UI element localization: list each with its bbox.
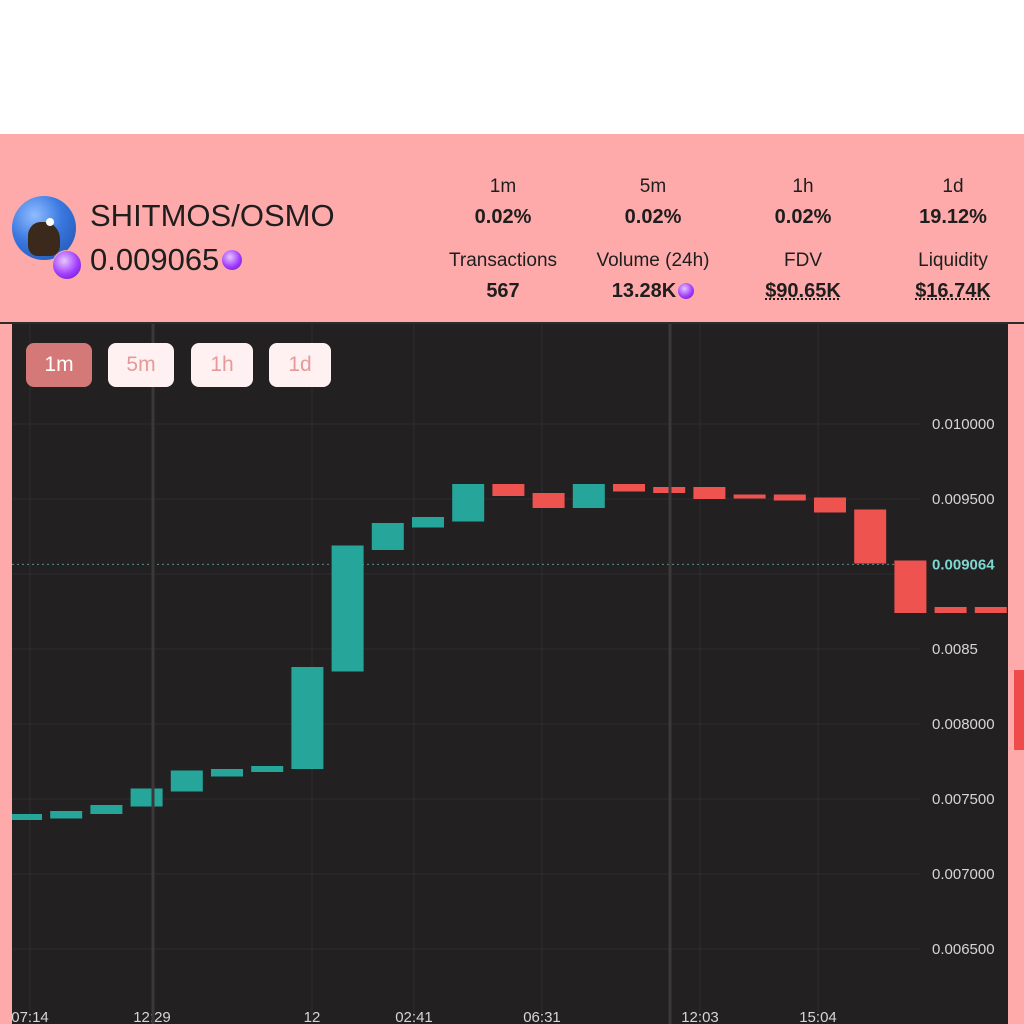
candle <box>894 560 927 613</box>
stat-value: 19.12% <box>919 206 987 228</box>
candle <box>90 805 123 814</box>
stat-fdv: FDV $90.65K <box>728 250 878 303</box>
stat-label: FDV <box>784 250 822 271</box>
candle <box>773 494 806 501</box>
price-chart[interactable]: 0.010000 0.009500 0.009064 0.0085 0.008000 0.… <box>12 324 1008 1024</box>
x-tick-label: 12:03 <box>681 1009 719 1024</box>
stat-label: 5m <box>639 176 667 197</box>
chart-panel[interactable] <box>12 324 1008 1024</box>
stat-5m: 5m 0.02% <box>578 176 728 229</box>
x-tick-label: 02:41 <box>395 1009 433 1024</box>
stat-label: 1m <box>489 176 517 197</box>
candle <box>170 770 203 792</box>
x-tick-label: 12 <box>304 1009 321 1024</box>
pair-price: 0.009065 <box>90 242 220 277</box>
avatar-figure <box>28 222 60 256</box>
y-tick-label: 0.009064 <box>932 556 995 573</box>
stat-value: 0.02% <box>774 206 832 228</box>
candle <box>854 509 887 564</box>
candle <box>492 484 525 496</box>
timeframe-1h-button[interactable]: 1h <box>191 343 253 387</box>
y-tick-label: 0.010000 <box>932 416 995 433</box>
volume-value: 13.28K <box>611 280 677 302</box>
timeframe-1m-button[interactable]: 1m <box>26 343 92 387</box>
stat-1d: 1d 19.12% <box>878 176 1024 229</box>
stat-label: Volume (24h) <box>596 250 710 271</box>
candle <box>211 769 243 777</box>
candle <box>733 494 766 499</box>
candle <box>814 497 846 513</box>
stat-liquidity: Liquidity $16.74K <box>878 250 1024 303</box>
osmo-volume-icon <box>678 283 695 299</box>
stat-label: 1d <box>942 176 964 197</box>
candle <box>572 484 605 508</box>
stat-1m: 1m 0.02% <box>428 176 578 229</box>
avatar-eye <box>46 218 54 226</box>
pair-header <box>0 134 1024 324</box>
stat-1h: 1h 0.02% <box>728 176 878 229</box>
candle <box>291 667 324 769</box>
x-tick-label: 15:04 <box>799 1009 837 1024</box>
candle <box>331 545 364 672</box>
candle <box>251 766 284 772</box>
candle <box>613 484 645 492</box>
candle <box>412 517 444 528</box>
candle <box>693 487 726 499</box>
stat-label: Liquidity <box>918 250 988 271</box>
y-tick-label: 0.009500 <box>932 491 995 508</box>
shitmos-token-icon <box>12 196 76 260</box>
x-tick-label: 06:31 <box>523 1009 561 1024</box>
y-tick-label: 0.007000 <box>932 866 995 883</box>
stat-value: 0.02% <box>474 206 532 228</box>
y-tick-label: 0.0085 <box>932 641 978 658</box>
y-tick-label: 0.008000 <box>932 716 995 733</box>
stat-value: $90.65K <box>765 280 841 302</box>
price-scale-marker <box>1014 670 1024 750</box>
stat-value: 567 <box>486 280 520 302</box>
timeframe-1d-button[interactable]: 1d <box>269 343 331 387</box>
stat-volume: Volume (24h) 13.28K <box>578 250 728 303</box>
stat-label: Transactions <box>448 250 558 271</box>
candle <box>12 814 42 820</box>
stat-value: 13.28K <box>578 280 728 303</box>
left-edge <box>0 324 12 1024</box>
pair-title: SHITMOS/OSMO <box>90 198 335 233</box>
stat-label: 1h <box>792 176 814 197</box>
osmo-token-icon <box>52 250 82 280</box>
stat-transactions: Transactions 567 <box>428 250 578 303</box>
y-tick-label: 0.007500 <box>932 791 995 808</box>
candle <box>371 523 404 550</box>
stat-value: 0.02% <box>624 206 682 228</box>
candle <box>50 811 83 819</box>
candle <box>130 788 163 807</box>
candle <box>934 607 967 613</box>
osmo-price-icon <box>222 250 242 270</box>
candle <box>974 607 1007 613</box>
x-tick-label: 07:14 <box>12 1009 49 1024</box>
y-tick-label: 0.006500 <box>932 941 995 958</box>
candle <box>452 484 485 522</box>
timeframe-5m-button[interactable]: 5m <box>108 343 174 387</box>
stat-value: $16.74K <box>915 280 991 302</box>
candle <box>532 493 565 508</box>
